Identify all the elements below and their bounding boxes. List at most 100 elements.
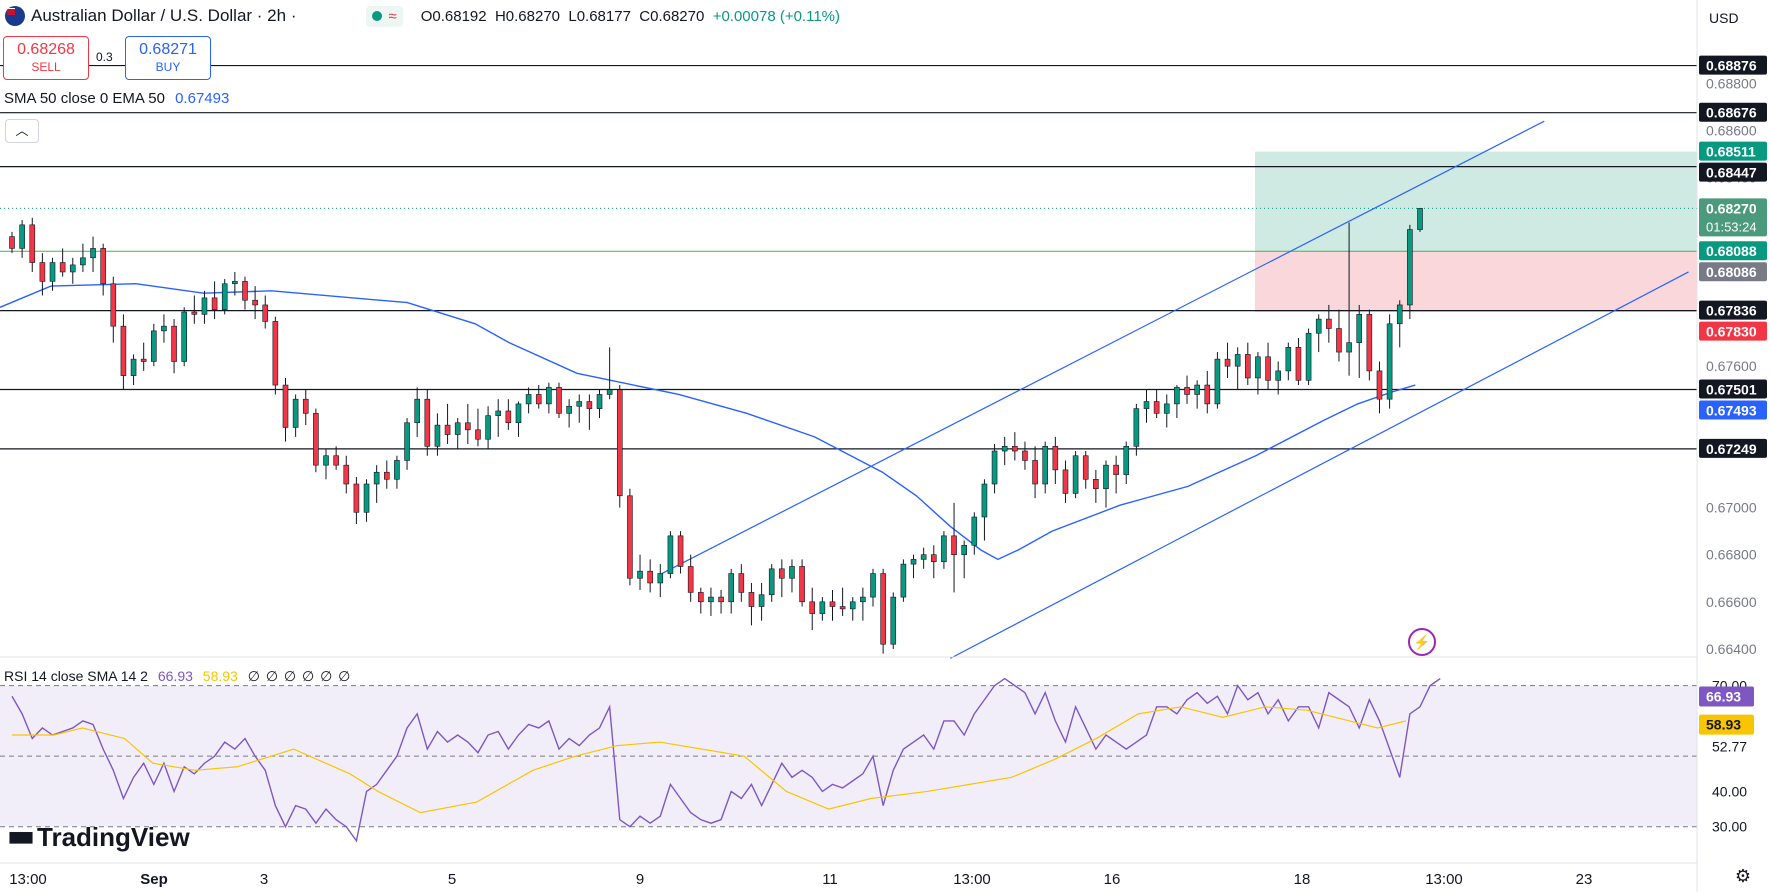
rsi-label: RSI 14 close SMA 14 2 xyxy=(4,668,148,684)
candle-body xyxy=(465,422,471,431)
buy-label: BUY xyxy=(155,60,181,74)
loss-zone xyxy=(1255,251,1697,313)
candle-body xyxy=(839,606,846,610)
candle xyxy=(1184,375,1190,404)
candle xyxy=(849,597,856,621)
candle xyxy=(971,512,978,555)
candle-body xyxy=(1093,478,1099,490)
candle xyxy=(1133,403,1140,456)
candle-body xyxy=(738,573,745,593)
candle xyxy=(59,248,66,277)
candle-body xyxy=(616,389,623,497)
buy-button[interactable]: 0.68271 BUY xyxy=(125,36,211,80)
currency-selector[interactable]: USD xyxy=(1705,6,1769,30)
market-status-chip[interactable]: ≈ xyxy=(366,5,403,27)
rsi-label-box xyxy=(1699,686,1754,707)
candle xyxy=(110,276,117,343)
candle xyxy=(576,394,583,423)
rsi-value: 66.93 xyxy=(157,668,193,684)
candle xyxy=(1244,342,1251,386)
candle-body xyxy=(292,398,299,428)
candle-body xyxy=(1376,370,1383,400)
settings-gear-icon[interactable]: ⚙ xyxy=(1734,866,1752,886)
rsi-indicator-legend[interactable]: RSI 14 close SMA 14 2 66.93 58.93 ∅ ∅ ∅ … xyxy=(4,668,351,685)
candle xyxy=(941,531,947,569)
candle-body xyxy=(961,544,967,555)
candle xyxy=(900,559,907,602)
candle-body xyxy=(779,568,785,579)
price-label-box xyxy=(1699,321,1767,341)
candle-body xyxy=(282,384,289,428)
candle-body xyxy=(1113,464,1119,475)
candle xyxy=(434,413,441,456)
candle-body xyxy=(991,450,998,485)
candle-body xyxy=(860,596,866,603)
price-label: 0.68876 xyxy=(1706,58,1757,74)
candle xyxy=(586,394,593,430)
candle xyxy=(1255,352,1261,395)
candle xyxy=(698,587,704,614)
flash-icon[interactable]: ⚡ xyxy=(1408,628,1436,656)
tradingview-logo[interactable]: ■■ TradingView xyxy=(8,822,190,853)
candle xyxy=(191,295,198,324)
symbol-title[interactable]: Australian Dollar / U.S. Dollar · 2h · xyxy=(31,6,297,25)
price-label: 0.67836 xyxy=(1706,303,1757,319)
sma-indicator-legend[interactable]: SMA 50 close 0 EMA 50 0.67493 xyxy=(4,90,229,107)
candle xyxy=(313,408,319,473)
candle-body xyxy=(728,573,734,603)
candle xyxy=(1336,309,1342,362)
candle-body xyxy=(941,535,947,563)
collapse-legend-button[interactable]: ︿ xyxy=(5,119,39,143)
candle-body xyxy=(1295,347,1302,381)
price-label: 0.68088 xyxy=(1706,243,1757,259)
price-label: 0.67249 xyxy=(1706,441,1757,457)
price-label-box xyxy=(1699,379,1767,399)
time-tick-label: 13:00 xyxy=(9,871,47,888)
candle-body xyxy=(1153,401,1160,414)
profit-zone xyxy=(1255,151,1697,252)
candle-body xyxy=(363,483,370,513)
candle xyxy=(1204,370,1211,414)
candle xyxy=(566,399,572,428)
candle xyxy=(748,582,755,626)
time-tick-label: 23 xyxy=(1576,871,1593,888)
candle-body xyxy=(1032,460,1038,485)
candle xyxy=(758,582,765,621)
candle-body xyxy=(1062,469,1069,494)
candle-body xyxy=(1234,354,1241,367)
candle-body xyxy=(242,281,248,301)
candle xyxy=(211,281,218,320)
ema-50-line xyxy=(0,283,1416,561)
candle xyxy=(120,314,127,390)
candle-body xyxy=(59,262,66,273)
candle xyxy=(870,568,876,607)
candle-body xyxy=(930,554,937,563)
candle xyxy=(424,389,431,456)
candle-body xyxy=(221,283,228,310)
candle-body xyxy=(1265,356,1271,381)
candle-body xyxy=(323,455,329,466)
candle-body xyxy=(1082,455,1089,480)
wave-icon: ≈ xyxy=(388,7,397,25)
candle xyxy=(353,476,360,525)
candle xyxy=(465,403,471,444)
rsi-value-label: 58.93 xyxy=(1706,717,1741,733)
candle xyxy=(1113,455,1119,494)
rsi-label-box xyxy=(1699,714,1754,735)
candle xyxy=(373,465,380,503)
candle xyxy=(505,399,512,430)
candle xyxy=(495,399,502,437)
candle-body xyxy=(566,405,572,414)
candle-body xyxy=(1356,314,1363,343)
candle-body xyxy=(900,563,907,598)
ema-50-path xyxy=(0,283,1416,561)
sell-button[interactable]: 0.68268 SELL xyxy=(3,36,89,80)
candle xyxy=(910,554,917,579)
candle-body xyxy=(698,592,704,603)
candle-body xyxy=(343,464,350,485)
candle xyxy=(1366,309,1373,381)
candle xyxy=(9,231,15,254)
trend-channel xyxy=(661,120,1689,659)
candle-body xyxy=(708,596,714,603)
